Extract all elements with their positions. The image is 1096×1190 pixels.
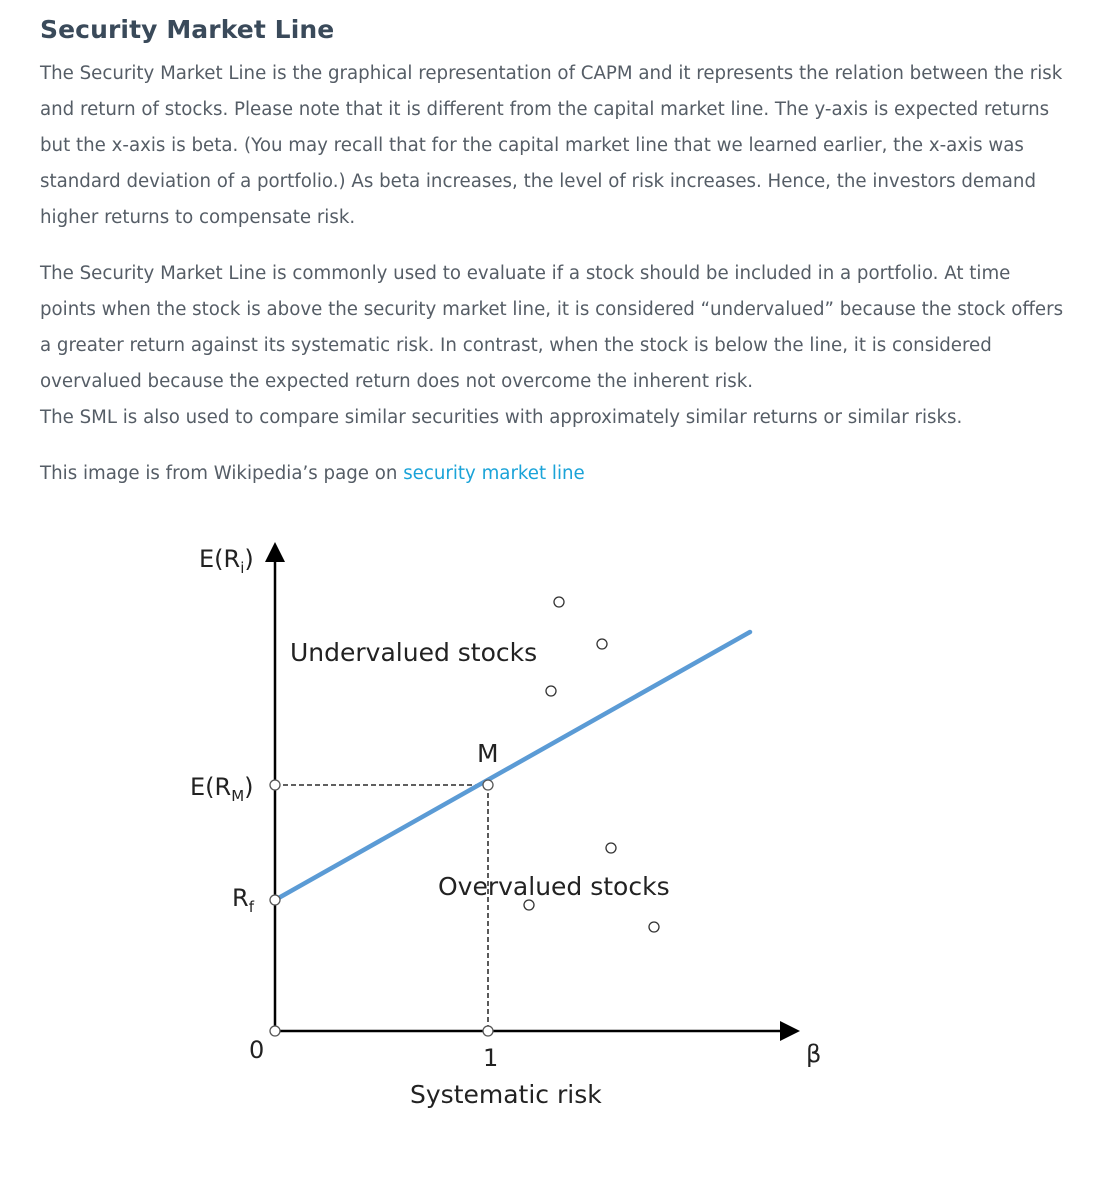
overvalued-stock-point <box>605 842 617 854</box>
undervalued-stock-point <box>545 685 557 697</box>
origin-marker <box>269 1025 281 1037</box>
market-portfolio-point <box>482 779 494 791</box>
overvalued-stock-point <box>523 899 535 911</box>
y-axis-label: E(Ri) <box>199 545 254 577</box>
erm-marker <box>269 779 281 791</box>
beta-axis-label: β <box>806 1040 821 1068</box>
market-point-label: M <box>477 739 499 768</box>
x-axis-title: Systematic risk <box>410 1080 602 1109</box>
undervalued-region-label: Undervalued stocks <box>290 638 537 667</box>
beta-one-marker <box>482 1025 494 1037</box>
undervalued-stock-point <box>596 638 608 650</box>
page-title: Security Market Line <box>40 15 335 44</box>
erm-label: E(RM) <box>190 773 254 805</box>
beta-one-label: 1 <box>483 1044 498 1072</box>
sml-figure: E(Ri) E(RM) Rf 0 1 β Systematic risk Und… <box>190 542 821 1109</box>
security-market-line <box>272 629 753 903</box>
paragraph-usage-compare: The SML is also used to compare similar … <box>40 407 963 428</box>
wikipedia-link[interactable]: security market line <box>403 463 585 484</box>
paragraph-usage: The Security Market Line is commonly use… <box>40 256 1070 436</box>
rf-marker <box>269 894 281 906</box>
undervalued-stock-point <box>553 596 565 608</box>
overvalued-stock-point <box>648 921 660 933</box>
origin-label: 0 <box>249 1036 264 1064</box>
paragraph-intro: The Security Market Line is the graphica… <box>40 63 1063 228</box>
overvalued-region-label: Overvalued stocks <box>438 872 670 901</box>
rf-label: Rf <box>232 884 255 916</box>
image-source-note: This image is from Wikipedia’s page on s… <box>40 456 1070 492</box>
source-prefix: This image is from Wikipedia’s page on <box>40 463 404 484</box>
paragraph-usage-text: The Security Market Line is commonly use… <box>40 263 1064 392</box>
